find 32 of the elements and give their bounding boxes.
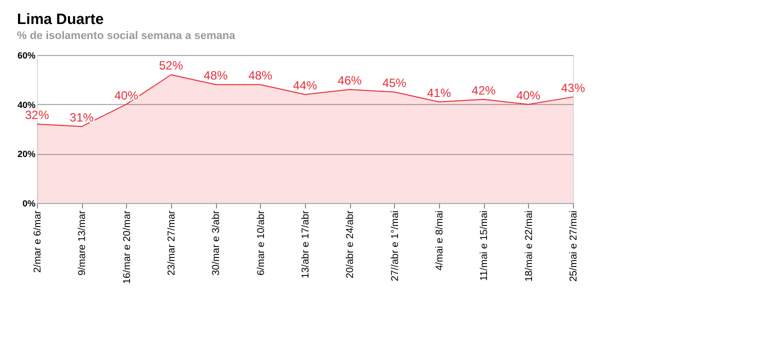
data-label: 52%	[158, 58, 184, 73]
x-tick-label: 6/mar e 10/abr	[256, 210, 267, 276]
y-tick-label: 0%	[22, 198, 36, 208]
data-label: 48%	[204, 68, 228, 83]
x-tick-label: 16/mar e 20/mar	[122, 210, 133, 284]
x-tick-label: 20/abr e 24/abr	[345, 210, 356, 278]
x-tick-label: 23/mar 27/mar	[166, 210, 178, 276]
data-label: 40%	[114, 88, 139, 102]
x-tick-label: 27//abr e 1°/mai	[390, 210, 401, 282]
x-tick-label: 30/mar e 3/abr	[211, 210, 222, 276]
data-label: 43%	[560, 80, 586, 95]
data-label: 45%	[382, 76, 407, 90]
x-tick-label: 9/mare 13/mar	[77, 210, 88, 276]
data-label: 42%	[472, 83, 496, 98]
y-tick-label: 60%	[17, 50, 36, 60]
data-label: 31%	[70, 110, 94, 125]
data-label: 40%	[516, 88, 541, 102]
x-tick-label: 4/mai e 8/mai	[434, 210, 446, 271]
x-tick-label: 11/mai e 15/mai	[479, 210, 490, 281]
data-label: 46%	[338, 74, 362, 88]
y-tick-label: 40%	[17, 100, 36, 110]
data-label: 48%	[248, 68, 273, 83]
y-tick-label: 20%	[17, 149, 36, 160]
x-tick-label: 18/mai e 22/mai	[524, 210, 535, 282]
chart-subtitle: % de isolamento social semana a semana	[16, 30, 236, 42]
x-tick-label: 13/abr e 17/abr	[300, 210, 312, 278]
chart-title: Lima Duarte	[16, 11, 104, 28]
data-label: 44%	[292, 78, 318, 92]
data-label: 41%	[426, 86, 452, 100]
data-label: 32%	[24, 108, 50, 122]
x-tick-label: 25/mai e 27/mai	[568, 210, 580, 282]
x-tick-label: 2/mar e 6/mar	[32, 210, 44, 273]
